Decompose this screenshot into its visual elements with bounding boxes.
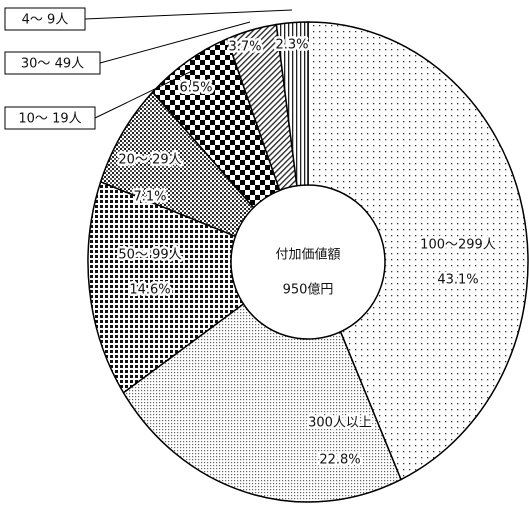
value-label: 6.5% xyxy=(179,81,212,96)
value-label: 7.1% xyxy=(133,190,166,205)
slice-name: 100～299人 xyxy=(420,238,496,253)
slice xyxy=(307,21,529,481)
value-label: 22.8% xyxy=(319,453,360,468)
label-box xyxy=(4,51,101,75)
label-box xyxy=(4,7,86,31)
slice xyxy=(87,180,245,394)
slice-name: 4～ 9人 xyxy=(22,13,69,28)
slice-name: 30～ 49人 xyxy=(21,57,84,72)
leader-line xyxy=(84,9,293,20)
slice-name: 300人以上 xyxy=(308,416,372,431)
slice xyxy=(275,21,309,187)
value-label: 3.7% xyxy=(228,40,261,55)
value-label: 43.1% xyxy=(437,273,478,288)
slice-name: 20～ 29人 xyxy=(118,153,181,168)
leader-line xyxy=(94,71,191,119)
slice-name: 10～ 19人 xyxy=(18,112,81,127)
label-box xyxy=(4,106,96,130)
center-subtitle: 950億円 xyxy=(283,282,334,298)
value-label: 14.6% xyxy=(129,283,170,298)
slice-name: 50～ 99人 xyxy=(118,248,181,263)
value-label: 2.3% xyxy=(275,38,308,53)
leader-line xyxy=(99,21,251,64)
slice xyxy=(122,302,402,503)
center-title: 付加価値額 xyxy=(275,247,340,263)
